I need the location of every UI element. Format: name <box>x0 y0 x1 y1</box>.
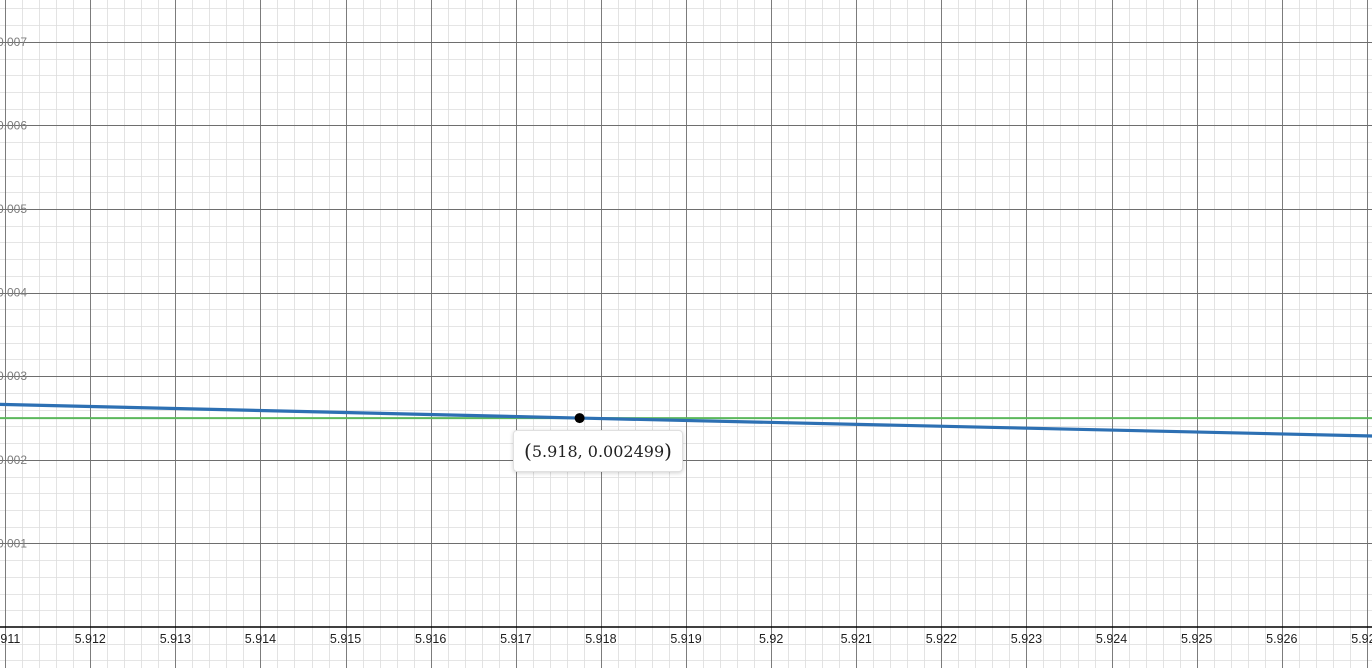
intersection-point[interactable] <box>574 413 585 424</box>
tooltip-open-paren: ( <box>524 439 532 463</box>
y-tick-label: 0.003 <box>0 369 27 383</box>
coordinate-tooltip: (5.918, 0.002499) <box>513 430 683 472</box>
tooltip-close-paren: ) <box>664 439 672 463</box>
tooltip-label: 5.918, 0.002499 <box>531 442 665 461</box>
x-tick-label: 5.915 <box>330 632 361 646</box>
x-tick-label: 5.919 <box>670 632 701 646</box>
y-tick-label: 0.005 <box>0 202 27 216</box>
y-tick-label: 0.007 <box>0 35 27 49</box>
x-tick-label: 5.927 <box>1351 632 1372 646</box>
x-tick-label: 5.913 <box>160 632 191 646</box>
x-tick-label: 5.922 <box>926 632 957 646</box>
y-tick-labels: 0.001 0.002 0.003 0.004 0.005 0.006 0.007 <box>0 35 27 551</box>
x-tick-label: 5.925 <box>1181 632 1212 646</box>
x-tick-label: 5.923 <box>1011 632 1042 646</box>
y-tick-label: 0.004 <box>0 286 27 300</box>
x-tick-label: 5.917 <box>500 632 531 646</box>
series-layer <box>0 402 1372 438</box>
y-tick-label: 0.001 <box>0 536 27 550</box>
y-tick-label: 0.002 <box>0 453 27 467</box>
x-tick-label: 5.92 <box>759 632 783 646</box>
x-tick-labels: 5.911 5.912 5.913 5.914 5.915 5.916 5.917 5.918… <box>0 632 1372 646</box>
x-tick-label: 5.918 <box>585 632 616 646</box>
y-tick-label: 0.006 <box>0 118 27 132</box>
x-tick-label: 5.916 <box>415 632 446 646</box>
x-tick-label: 5.914 <box>245 632 276 646</box>
x-tick-label: 5.924 <box>1096 632 1127 646</box>
x-tick-label: 5.921 <box>841 632 872 646</box>
x-tick-label: 5.911 <box>0 632 20 646</box>
x-tick-label: 5.926 <box>1266 632 1297 646</box>
series-line-blue <box>0 402 1372 438</box>
x-tick-label: 5.912 <box>75 632 106 646</box>
